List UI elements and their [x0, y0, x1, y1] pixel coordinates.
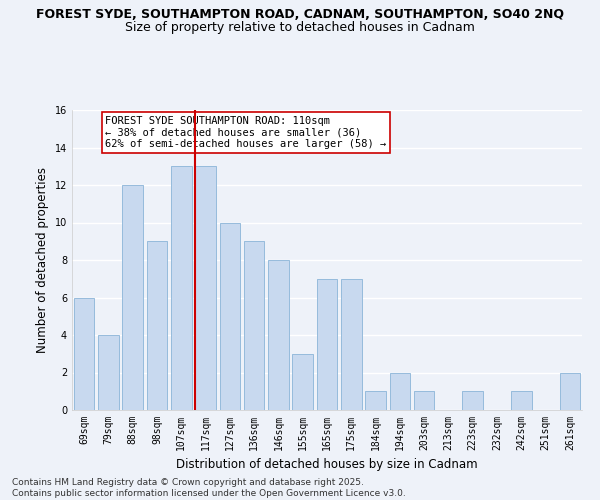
Bar — [195, 166, 216, 410]
Bar — [98, 335, 119, 410]
Bar — [365, 391, 386, 410]
Text: FOREST SYDE, SOUTHAMPTON ROAD, CADNAM, SOUTHAMPTON, SO40 2NQ: FOREST SYDE, SOUTHAMPTON ROAD, CADNAM, S… — [36, 8, 564, 20]
Bar — [389, 372, 410, 410]
Bar — [74, 298, 94, 410]
Bar — [171, 166, 191, 410]
Bar — [414, 391, 434, 410]
Bar — [146, 242, 167, 410]
Text: Size of property relative to detached houses in Cadnam: Size of property relative to detached ho… — [125, 21, 475, 34]
Text: Contains HM Land Registry data © Crown copyright and database right 2025.
Contai: Contains HM Land Registry data © Crown c… — [12, 478, 406, 498]
Bar — [511, 391, 532, 410]
Bar — [268, 260, 289, 410]
Bar — [220, 222, 240, 410]
X-axis label: Distribution of detached houses by size in Cadnam: Distribution of detached houses by size … — [176, 458, 478, 471]
Bar — [463, 391, 483, 410]
Bar — [341, 279, 362, 410]
Bar — [122, 185, 143, 410]
Bar — [560, 372, 580, 410]
Y-axis label: Number of detached properties: Number of detached properties — [36, 167, 49, 353]
Text: FOREST SYDE SOUTHAMPTON ROAD: 110sqm
← 38% of detached houses are smaller (36)
6: FOREST SYDE SOUTHAMPTON ROAD: 110sqm ← 3… — [105, 116, 386, 149]
Bar — [292, 354, 313, 410]
Bar — [317, 279, 337, 410]
Bar — [244, 242, 265, 410]
